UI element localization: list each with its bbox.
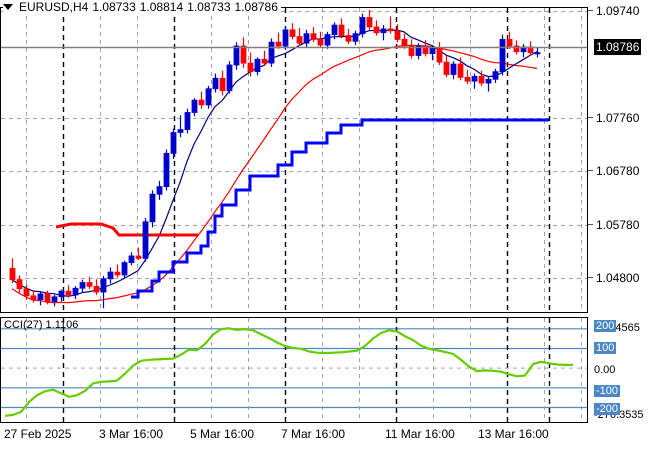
cci-level-badge: -200 [594, 403, 621, 415]
price-gridlines [1, 11, 587, 279]
time-axis-label: 11 Mar 16:00 [385, 427, 455, 441]
price-axis-tick-mark [588, 277, 593, 278]
price-axis-tick: 1.04800 [596, 271, 640, 285]
price-chart-svg [1, 8, 587, 312]
time-axis-label: 3 Mar 16:00 [99, 427, 164, 441]
price-axis-tick-mark [588, 224, 593, 225]
price-axis-tick: 1.06780 [596, 164, 640, 178]
price-axis-tick-mark [588, 170, 593, 171]
cci-indicator-pane[interactable] [0, 317, 588, 423]
slow-moving-average-line [11, 44, 538, 304]
price-axis-tick: 1.05780 [596, 218, 640, 232]
cci-chart-svg [1, 318, 587, 422]
cci-label: CCI(27) 1.1106 [4, 319, 79, 331]
time-axis-label: 7 Mar 16:00 [281, 427, 346, 441]
price-axis-tick-mark [588, 10, 593, 11]
cci-level-badge: 200 [594, 320, 617, 332]
cci-axis[interactable]: 252.4565 0.00 -276.3535 200 100 -100 -200 [588, 317, 660, 423]
time-axis-label: 13 Mar 16:00 [478, 427, 549, 441]
price-axis-tick: 1.09740 [596, 4, 640, 18]
step-indicator-line [131, 118, 549, 299]
current-price-label: 1.08786 [594, 39, 642, 55]
time-axis-label: 5 Mar 16:00 [190, 427, 255, 441]
price-chart-pane[interactable] [0, 7, 588, 313]
fast-moving-average-line [11, 29, 538, 297]
symbol-label: EURUSD,H4 [19, 0, 89, 14]
price-axis-tick-mark [588, 117, 593, 118]
ohlc-close: 1.08786 [234, 0, 278, 14]
chart-header: EURUSD,H4 1.08733 1.08814 1.08733 1.0878… [3, 0, 281, 14]
cci-level-badge: -100 [594, 385, 621, 397]
cci-line [4, 327, 573, 417]
ohlc-open: 1.08733 [92, 0, 136, 14]
ohlc-high: 1.08814 [139, 0, 184, 14]
cci-axis-tick: 0.00 [594, 364, 616, 376]
price-axis[interactable]: 1.097401.077601.067801.057801.048001.038… [588, 4, 660, 338]
price-axis-tick: 1.07760 [596, 111, 640, 125]
candlestick-series [9, 9, 541, 309]
time-axis-label: 27 Feb 2025 [4, 427, 72, 441]
caret-down-icon[interactable] [3, 4, 13, 10]
period-separator-lines [62, 8, 551, 312]
ohlc-low: 1.08733 [187, 0, 231, 14]
cci-level-badge: 100 [594, 342, 617, 354]
price-vertical-gridlines [26, 8, 582, 312]
time-axis[interactable]: 27 Feb 2025 3 Mar 16:00 5 Mar 16:00 7 Mar 1… [0, 424, 660, 450]
cci-vertical-gridlines [26, 318, 582, 422]
resistance-line [55, 222, 198, 237]
